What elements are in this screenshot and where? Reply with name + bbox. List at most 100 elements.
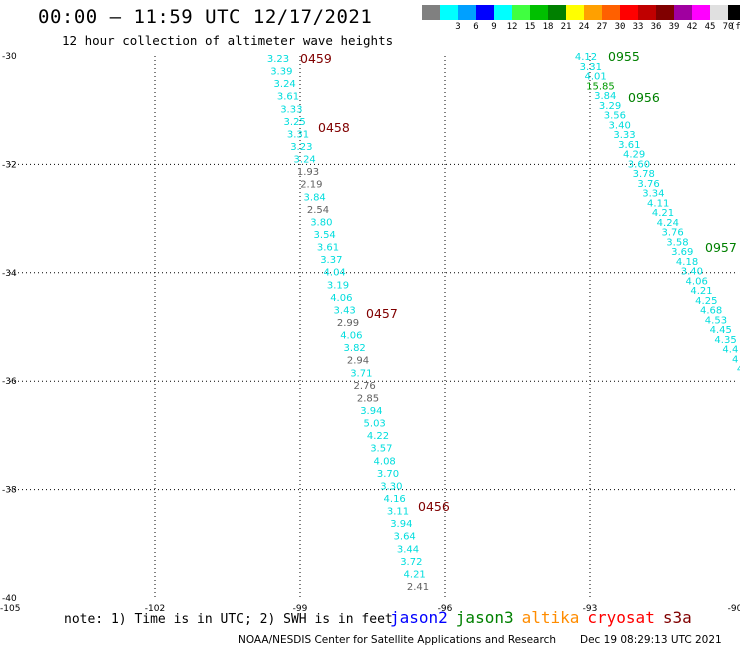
swh-value: 3.11	[387, 507, 409, 518]
swh-value: 4.06	[330, 293, 352, 304]
swh-value: 4.21	[404, 569, 426, 580]
longitude-tick-label: -90	[728, 604, 740, 614]
swh-value: 3.69	[671, 247, 693, 258]
swh-value: 1.93	[297, 167, 319, 178]
track-time-label: 0956	[628, 90, 660, 105]
swh-value: 3.33	[613, 130, 635, 141]
swh-value: 3.58	[666, 237, 688, 248]
swh-value: 2.85	[357, 393, 379, 404]
swh-value: 3.40	[681, 267, 703, 278]
swh-value: 3.31	[580, 62, 602, 73]
legend-swatch	[584, 5, 602, 20]
swh-value: 3.31	[287, 129, 309, 140]
swh-value: 2.76	[354, 381, 376, 392]
swh-value: 4.18	[676, 257, 698, 268]
legend-label: 39	[668, 22, 680, 32]
track-time-label: 0458	[318, 120, 350, 135]
swh-value: 3.80	[310, 217, 332, 228]
swh-value: 4.53	[705, 315, 727, 326]
swh-value: 3.60	[628, 159, 650, 170]
longitude-tick-label: -105	[0, 604, 20, 614]
swh-value: 4.25	[695, 296, 717, 307]
longitude-tick-label: -96	[438, 604, 453, 614]
latitude-tick-label: -34	[2, 269, 17, 279]
satellite-jason2: jason2	[390, 608, 448, 627]
satellite-s3a: s3a	[662, 608, 692, 627]
legend-label: 9	[491, 22, 497, 32]
legend-swatch	[440, 5, 458, 20]
swh-value: 4.12	[575, 52, 597, 63]
swh-value: 3.57	[370, 444, 392, 455]
swh-value: 3.43	[334, 305, 356, 316]
swh-value: 5.03	[364, 419, 386, 430]
swh-value: 2.99	[337, 318, 359, 329]
swh-value: 4.35	[714, 335, 736, 346]
legend-label: 70	[722, 22, 734, 32]
legend-label: 24	[578, 22, 590, 32]
footer-note: note: 1) Time is in UTC; 2) SWH is in fe…	[64, 612, 393, 627]
legend-label: 27	[596, 22, 608, 32]
legend-label: 21	[560, 22, 572, 32]
legend-swatch	[494, 5, 512, 20]
swh-value: 3.40	[609, 120, 631, 131]
track-time-label: 0955	[608, 49, 640, 64]
latitude-tick-label: -32	[2, 160, 17, 170]
swh-value: 4.4	[722, 345, 738, 356]
swh-value: 4.21	[690, 286, 712, 297]
latitude-tick-label: -30	[2, 52, 17, 62]
swh-value: 3.61	[618, 140, 640, 151]
swh-value: 4.06	[686, 276, 708, 287]
swh-value: 3.29	[599, 101, 621, 112]
swh-value: 3.23	[267, 54, 289, 65]
legend-label: 36	[650, 22, 662, 32]
credit-line: NOAA/NESDIS Center for Satellite Applica…	[238, 634, 556, 646]
swh-value: 3.71	[350, 368, 372, 379]
legend-swatch	[530, 5, 548, 20]
swh-value: 4.24	[657, 218, 679, 229]
track-time-label: 0456	[418, 499, 450, 514]
swh-value: 3.23	[290, 142, 312, 153]
satellite-cryosat: cryosat	[587, 608, 655, 627]
swh-value: 3.56	[604, 111, 626, 122]
swh-value: 3.24	[274, 79, 296, 90]
legend-swatch	[638, 5, 656, 20]
satellite-jason3: jason3	[455, 608, 514, 627]
swh-value: 3.94	[390, 519, 412, 530]
swh-value: 3.70	[377, 469, 399, 480]
page-title: 00:00 – 11:59 UTC 12/17/2021	[38, 6, 373, 28]
swh-value: 3.94	[360, 406, 382, 417]
swh-value: 3.30	[380, 481, 402, 492]
swh-value: 4.01	[584, 72, 606, 83]
swh-value: 4.45	[710, 325, 732, 336]
swh-value: 2.41	[407, 582, 429, 593]
legend-label: 45	[704, 22, 716, 32]
legend-unit: (ft)	[730, 22, 740, 32]
legend-swatch	[674, 5, 692, 20]
legend-label: 6	[473, 22, 479, 32]
swh-value: 3.61	[317, 243, 339, 254]
swh-value: 15.85	[586, 81, 615, 92]
swh-value: 4.68	[700, 306, 722, 317]
swh-value: 3.24	[294, 155, 316, 166]
swh-value: 3.84	[594, 91, 616, 102]
legend-swatch	[566, 5, 584, 20]
swh-value: 4.22	[367, 431, 389, 442]
swh-value: 4.04	[324, 268, 346, 279]
page-subtitle: 12 hour collection of altimeter wave hei…	[62, 33, 394, 48]
swh-value: 3.37	[320, 255, 342, 266]
swh-value: 2.19	[300, 180, 322, 191]
swh-value: 3.84	[304, 192, 326, 203]
swh-value: 2.54	[307, 205, 329, 216]
swh-value: 3.33	[280, 104, 302, 115]
swh-value: 3.82	[344, 343, 366, 354]
track-time-label: 0459	[300, 51, 332, 66]
legend-swatch	[692, 5, 710, 20]
swh-value: 3.61	[277, 92, 299, 103]
swh-value: 3.78	[633, 169, 655, 180]
legend-label: 30	[614, 22, 626, 32]
swh-value: 2.94	[347, 356, 369, 367]
swh-value: 4.11	[647, 198, 669, 209]
swh-value: 4.29	[623, 150, 645, 161]
legend-swatch	[548, 5, 566, 20]
